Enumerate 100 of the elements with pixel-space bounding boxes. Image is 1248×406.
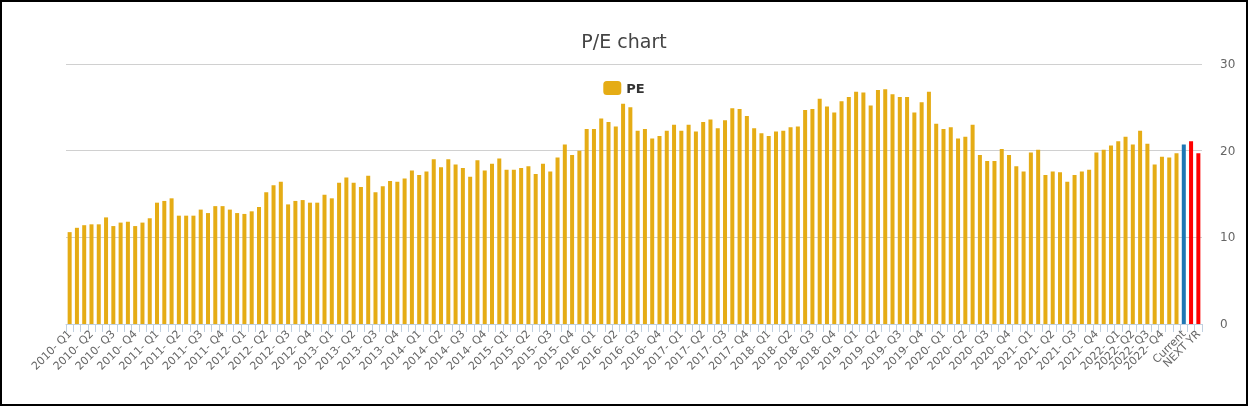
bar (424, 171, 429, 324)
bar (999, 148, 1004, 324)
y-tick-label: 20 (1220, 143, 1236, 158)
bar (708, 119, 713, 324)
bar (366, 175, 371, 324)
bar (1189, 141, 1194, 324)
bar (905, 96, 910, 324)
bar (1087, 169, 1092, 324)
bar (176, 215, 181, 324)
bar (409, 170, 414, 324)
bar (162, 200, 167, 324)
bar (912, 112, 917, 324)
bar (628, 107, 633, 324)
bar (577, 150, 582, 324)
bar (89, 224, 94, 324)
bar (1072, 174, 1077, 324)
bar (635, 130, 640, 324)
bar (497, 158, 502, 324)
bar (1108, 145, 1113, 324)
bar (191, 215, 196, 324)
bar (723, 120, 728, 324)
bar (781, 130, 786, 324)
bar (344, 177, 349, 324)
bar (664, 130, 669, 324)
bar (373, 192, 378, 324)
bar (460, 168, 465, 324)
bar (1043, 174, 1048, 324)
bar (147, 218, 152, 324)
bar (817, 98, 822, 324)
bar (992, 161, 997, 324)
bar (271, 185, 276, 324)
bar (1050, 171, 1055, 324)
bar (439, 167, 444, 324)
bar (1101, 149, 1106, 324)
legend-label: PE (626, 80, 645, 96)
bar (1130, 144, 1135, 324)
bar (395, 181, 400, 324)
bar (562, 144, 567, 324)
bar (591, 129, 596, 324)
bar (125, 221, 130, 324)
bar (1028, 152, 1033, 324)
bar (875, 90, 880, 324)
bar (526, 166, 531, 324)
bar (839, 101, 844, 324)
bar (533, 174, 538, 324)
bar (1065, 181, 1070, 324)
bar (1021, 171, 1026, 324)
bar (890, 94, 895, 324)
bar (329, 198, 334, 324)
bar (1014, 166, 1019, 324)
bar (642, 129, 647, 324)
bar (315, 202, 320, 324)
bar (446, 159, 451, 324)
bar (897, 96, 902, 324)
bar (388, 181, 393, 324)
bar (264, 192, 269, 324)
chart-title: P/E chart (581, 29, 667, 52)
bar (67, 232, 72, 324)
bar (970, 124, 975, 324)
bar (795, 126, 800, 324)
bar (417, 174, 422, 324)
bar (977, 155, 982, 324)
bar (307, 202, 312, 324)
bar (686, 124, 691, 324)
bar (286, 204, 291, 324)
bar (278, 181, 283, 324)
bar (242, 213, 247, 324)
bar (104, 217, 109, 324)
bar (300, 200, 305, 324)
bar (482, 170, 487, 324)
bar (854, 91, 859, 324)
bar (140, 222, 145, 324)
bar (1167, 157, 1172, 324)
bar (1079, 171, 1084, 324)
bar (490, 163, 494, 324)
bar (679, 130, 684, 324)
bar (941, 129, 946, 324)
bar (475, 160, 480, 324)
bar (737, 109, 742, 324)
bar (824, 106, 829, 324)
bar (846, 96, 851, 324)
bar (213, 206, 218, 324)
bar (803, 109, 808, 324)
bar (1145, 143, 1150, 324)
bar (657, 135, 662, 324)
bar (169, 198, 174, 324)
bar (788, 127, 793, 324)
bar (468, 176, 473, 324)
bar (693, 131, 698, 324)
bar (1058, 172, 1062, 324)
bar (730, 108, 735, 324)
bar (883, 89, 888, 324)
y-tick-label: 0 (1220, 317, 1228, 331)
bar (74, 227, 79, 324)
bar (985, 161, 990, 324)
bar (358, 187, 363, 324)
bar (744, 116, 749, 324)
bar (926, 91, 931, 324)
bar (919, 102, 924, 324)
bar (1181, 144, 1186, 324)
